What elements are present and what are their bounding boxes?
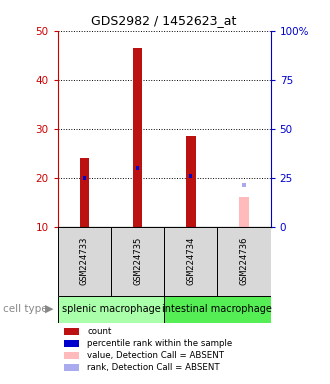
Bar — [217, 227, 271, 296]
Text: ▶: ▶ — [45, 304, 53, 314]
Text: intestinal macrophage: intestinal macrophage — [162, 304, 272, 314]
Text: GSM224736: GSM224736 — [240, 237, 248, 285]
Bar — [136, 166, 139, 170]
Bar — [58, 227, 111, 296]
Text: GSM224734: GSM224734 — [186, 237, 195, 285]
Bar — [111, 227, 164, 296]
Text: rank, Detection Call = ABSENT: rank, Detection Call = ABSENT — [87, 363, 220, 372]
Text: splenic macrophage: splenic macrophage — [62, 304, 160, 314]
Bar — [164, 227, 217, 296]
Bar — [80, 158, 89, 227]
Bar — [58, 296, 164, 323]
Bar — [189, 174, 192, 177]
Bar — [239, 197, 249, 227]
Text: GSM224733: GSM224733 — [80, 237, 89, 285]
Text: value, Detection Call = ABSENT: value, Detection Call = ABSENT — [87, 351, 224, 360]
Text: cell type: cell type — [3, 304, 48, 314]
Text: percentile rank within the sample: percentile rank within the sample — [87, 339, 233, 348]
Title: GDS2982 / 1452623_at: GDS2982 / 1452623_at — [91, 14, 237, 27]
Bar — [186, 136, 196, 227]
Bar — [164, 296, 271, 323]
Bar — [243, 184, 246, 187]
Bar — [133, 48, 142, 227]
Text: GSM224735: GSM224735 — [133, 237, 142, 285]
Bar — [83, 175, 86, 180]
Text: count: count — [87, 327, 112, 336]
